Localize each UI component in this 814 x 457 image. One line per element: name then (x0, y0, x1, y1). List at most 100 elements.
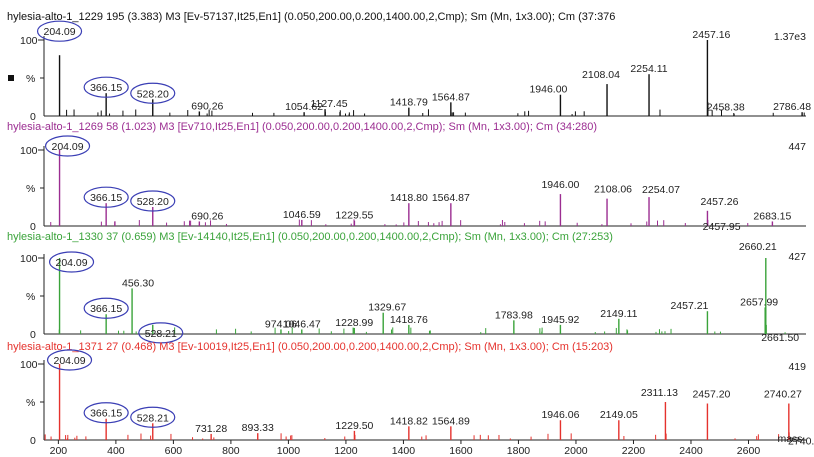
max-intensity-label: 1.37e3 (774, 31, 806, 43)
peak-label: 1418.80 (390, 192, 428, 204)
spectrum-panel-4: hylesia-alto-1_1371 27 (0.468) M3 [Ev-10… (7, 341, 814, 457)
peak-label: 528.21 (137, 412, 169, 424)
circled-peak-marker (130, 190, 176, 212)
peak-label: 974.06 (265, 318, 297, 330)
max-intensity-label: 419 (788, 361, 806, 373)
peak-label: 204.09 (51, 141, 83, 153)
y-axis-label: % (26, 291, 35, 303)
peak-label: 2660.21 (739, 241, 777, 253)
peak-label: 2786.48 (773, 101, 811, 113)
peak-label: 1127.45 (310, 98, 347, 110)
peak-label: 2108.04 (582, 69, 620, 81)
peak-label: 1329.67 (368, 302, 406, 314)
y-tick-label-0: 0 (30, 329, 36, 341)
spectrum-panel-1: hylesia-alto-1_1229 195 (3.383) M3 [Ev-5… (7, 11, 811, 123)
y-axis-label: % (26, 73, 35, 85)
peak-label: 1229.50 (335, 420, 373, 432)
y-tick-label-100: 100 (20, 35, 38, 47)
peak-label: 1046.59 (283, 209, 321, 221)
circled-peak-marker (44, 135, 91, 157)
peak-label: 528.20 (137, 88, 169, 100)
circled-peak-marker (130, 82, 176, 104)
x-tick-label: 1200 (334, 445, 358, 457)
peak-label: 2458.38 (707, 101, 745, 113)
x-tick-label: 2200 (622, 445, 646, 457)
y-tick-label-100: 100 (20, 359, 38, 371)
spectrum-header: hylesia-alto-1_1269 58 (1.023) M3 [Ev710… (7, 121, 597, 133)
spectrum-header: hylesia-alto-1_1330 37 (0.659) M3 [Ev-14… (7, 231, 613, 243)
peak-label: 2661.50 (761, 332, 799, 344)
circled-peak-marker (46, 349, 93, 371)
peak-label: 1783.98 (495, 309, 533, 321)
peak-label: 1945.92 (541, 314, 579, 326)
peak-label: 1229.55 (335, 210, 373, 222)
peak-label: 2740.27 (764, 389, 802, 401)
y-tick-label-0: 0 (30, 221, 36, 233)
y-tick-label-100: 100 (20, 145, 38, 157)
peak-label: 528.21 (145, 328, 177, 340)
peak-label: 2311.13 (641, 387, 678, 399)
peak-label: 1054.62 (285, 101, 323, 113)
peak-label: 456.30 (122, 277, 154, 289)
x-tick-label: 1000 (277, 445, 301, 457)
circled-peak-marker (138, 322, 184, 344)
peak-label: 2457.20 (692, 389, 730, 401)
peak-label: 1228.99 (335, 317, 373, 329)
y-tick-label-100: 100 (20, 253, 38, 265)
x-tick-label: 800 (222, 445, 240, 457)
x-tick-label: 200 (50, 445, 68, 457)
peak-label: 204.09 (43, 26, 75, 38)
x-tick-label: 1600 (449, 445, 473, 457)
circled-peak-marker (83, 402, 129, 424)
peak-label: 2683.15 (753, 210, 791, 222)
peak-label: 1418.76 (390, 314, 428, 326)
peak-label: 690.26 (191, 210, 223, 222)
peak-label: 1946.00 (529, 84, 567, 96)
x-tick-label: 1800 (507, 445, 531, 457)
peak-label: 528.20 (137, 196, 169, 208)
y-tick-label-0: 0 (30, 435, 36, 447)
peak-label: 366.15 (90, 408, 122, 420)
peak-label: 2254.11 (630, 63, 667, 75)
circled-peak-marker (36, 20, 83, 42)
peak-label: 1418.79 (390, 97, 428, 109)
peak-label: 690.26 (191, 100, 223, 112)
peak-label: 2457.16 (692, 29, 730, 41)
peak-label: 2457.26 (700, 196, 738, 208)
peak-label: 204.09 (53, 355, 85, 367)
x-tick-label: 1400 (392, 445, 416, 457)
peak-label: 2457.21 (670, 300, 708, 312)
peak-label: 1564.87 (432, 192, 470, 204)
peak-label: 1946.06 (541, 409, 579, 421)
peak-label: 893.33 (242, 422, 274, 434)
peak-label: 1564.87 (432, 91, 470, 103)
peak-label: 2254.07 (642, 184, 680, 196)
trace-marker-square (8, 75, 14, 81)
circled-peak-marker (48, 251, 95, 273)
peak-label: 1046.47 (283, 318, 321, 330)
peak-label: 204.09 (55, 257, 87, 269)
peak-label: 1946.00 (541, 179, 579, 191)
x-tick-label: 2400 (679, 445, 703, 457)
x-tick-label: 400 (107, 445, 125, 457)
peak-label: 2108.06 (594, 184, 632, 196)
x-tick-label: 2600 (737, 445, 761, 457)
x-axis-label: mass (777, 433, 802, 445)
spectrum-header: hylesia-alto-1_1371 27 (0.468) M3 [Ev-10… (7, 341, 613, 353)
peak-label: 2149.11 (600, 308, 637, 320)
circled-peak-marker (83, 76, 129, 98)
x-tick-label: 2000 (564, 445, 588, 457)
y-axis-label: % (26, 183, 35, 195)
spectrum-panel-3: hylesia-alto-1_1330 37 (0.659) M3 [Ev-14… (7, 231, 806, 344)
y-axis-label: % (26, 397, 35, 409)
peak-label: 366.15 (90, 82, 122, 94)
spectrum-header: hylesia-alto-1_1229 195 (3.383) M3 [Ev-5… (7, 11, 615, 23)
peak-label: 366.15 (90, 303, 122, 315)
peak-label: 1418.82 (390, 415, 428, 427)
max-intensity-label: 427 (788, 251, 806, 263)
peak-label: 2457.95 (703, 221, 741, 233)
peak-label: 2149.05 (600, 409, 638, 421)
max-intensity-label: 447 (788, 141, 806, 153)
peak-label: 2657.99 (740, 296, 778, 308)
